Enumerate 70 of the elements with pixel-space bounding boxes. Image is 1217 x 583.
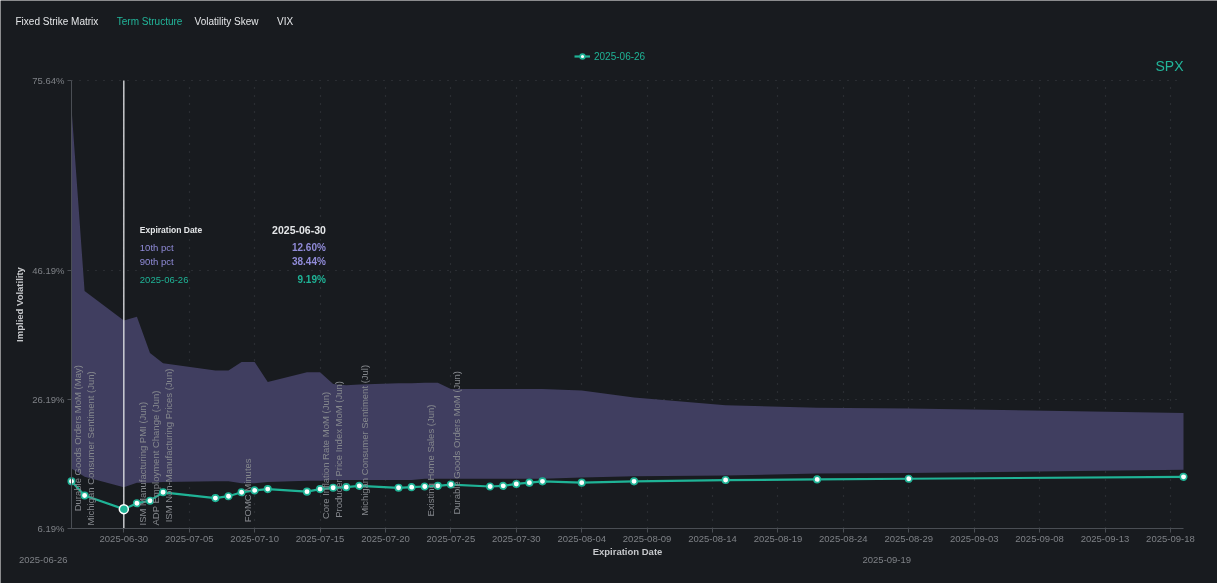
point	[499, 481, 508, 490]
annotation: Michigan Consumer Sentiment (Jun)	[84, 371, 96, 526]
y-axis-title: Implied Volatility	[14, 266, 26, 342]
text: 2025-06-26	[18, 553, 68, 565]
point	[486, 482, 495, 491]
point	[302, 487, 312, 496]
point	[394, 483, 403, 492]
x-tick-label: 2025-07-30	[492, 532, 541, 544]
y-tick-label: 75.64%	[32, 75, 66, 86]
point	[629, 477, 639, 486]
point	[721, 476, 730, 485]
annotation: Core Inflation Rate MoM (Jun)	[320, 391, 332, 520]
annotation: Michigan Consumer Sentiment (Jul)	[359, 364, 371, 516]
point	[342, 483, 351, 492]
x-tick-label: 2025-07-10	[230, 532, 279, 544]
annotation: 2025-06-30	[272, 223, 326, 236]
point	[237, 488, 246, 497]
point	[263, 485, 272, 494]
text: VIX	[277, 16, 294, 27]
annotation: Durable Goods Orders MoM (Jun)	[450, 370, 462, 515]
annotation: Existing Home Sales (Jun)	[424, 404, 436, 517]
annotation: ISM Manufacturing PMI (Jun)	[136, 401, 148, 526]
x-tick-label: 2025-08-29	[884, 532, 934, 544]
x-tick-label: 2025-09-03	[949, 532, 999, 544]
x-tick-label: 2025-09-18	[1146, 532, 1195, 544]
annotation: 38.44%	[291, 256, 326, 267]
point	[1179, 472, 1188, 481]
annotation: 12.60%	[291, 242, 326, 253]
annotation: 9.19%	[297, 274, 326, 285]
annotation: Producer Price Index MoM (Jun)	[333, 381, 345, 518]
x-axis-title: Expiration Date	[592, 545, 663, 557]
annotation: 10th pct	[139, 242, 174, 253]
y-tick-label: 6.19%	[37, 523, 66, 534]
x-tick-label: 2025-08-14	[688, 532, 737, 544]
ref-line-label: Expiration Date	[139, 224, 203, 235]
point	[407, 483, 416, 492]
x-tick-label: 2025-09-08	[1015, 532, 1064, 544]
chart-subtitle: SPX	[1155, 57, 1185, 74]
x-tick-label: 2025-08-09	[622, 532, 672, 544]
text: Volatility Skew	[194, 16, 260, 27]
point	[211, 494, 220, 503]
y-tick-label: 46.19%	[32, 264, 66, 276]
x-tick-label: 2025-09-13	[1080, 532, 1130, 544]
point	[525, 478, 534, 487]
text: 2025-09-19	[862, 553, 912, 565]
x-tick-label: 2025-06-30	[99, 532, 149, 544]
point	[250, 486, 259, 495]
legend-label: 2025-06-26	[594, 50, 646, 62]
x-tick-label: 2025-07-20	[361, 532, 410, 544]
annotation: FOMC Minutes	[241, 458, 253, 523]
annotation: 2025-06-26	[139, 273, 189, 285]
x-tick-label: 2025-08-04	[557, 532, 607, 544]
chart-title: Term Structure	[116, 16, 183, 27]
point	[577, 478, 586, 487]
x-tick-label: 2025-07-05	[164, 532, 214, 544]
x-tick-label: 2025-07-15	[295, 532, 345, 544]
text: Fixed Strike Matrix	[15, 16, 99, 27]
x-tick-label: 2025-08-24	[819, 532, 868, 544]
point	[224, 492, 233, 501]
annotation: 90th pct	[139, 256, 174, 267]
x-tick-label: 2025-08-19	[753, 532, 803, 544]
point	[538, 477, 547, 486]
point	[512, 479, 521, 488]
annotation: Durable Goods Orders MoM (May)	[71, 365, 83, 512]
point	[904, 474, 913, 483]
annotation: ISM Non-Manufacturing Prices (Jun)	[163, 368, 175, 523]
point	[813, 475, 822, 484]
annotation: ADP Employment Change (Jun)	[149, 390, 161, 526]
y-tick-label: 26.19%	[32, 393, 66, 405]
x-tick-label: 2025-07-25	[426, 532, 476, 544]
